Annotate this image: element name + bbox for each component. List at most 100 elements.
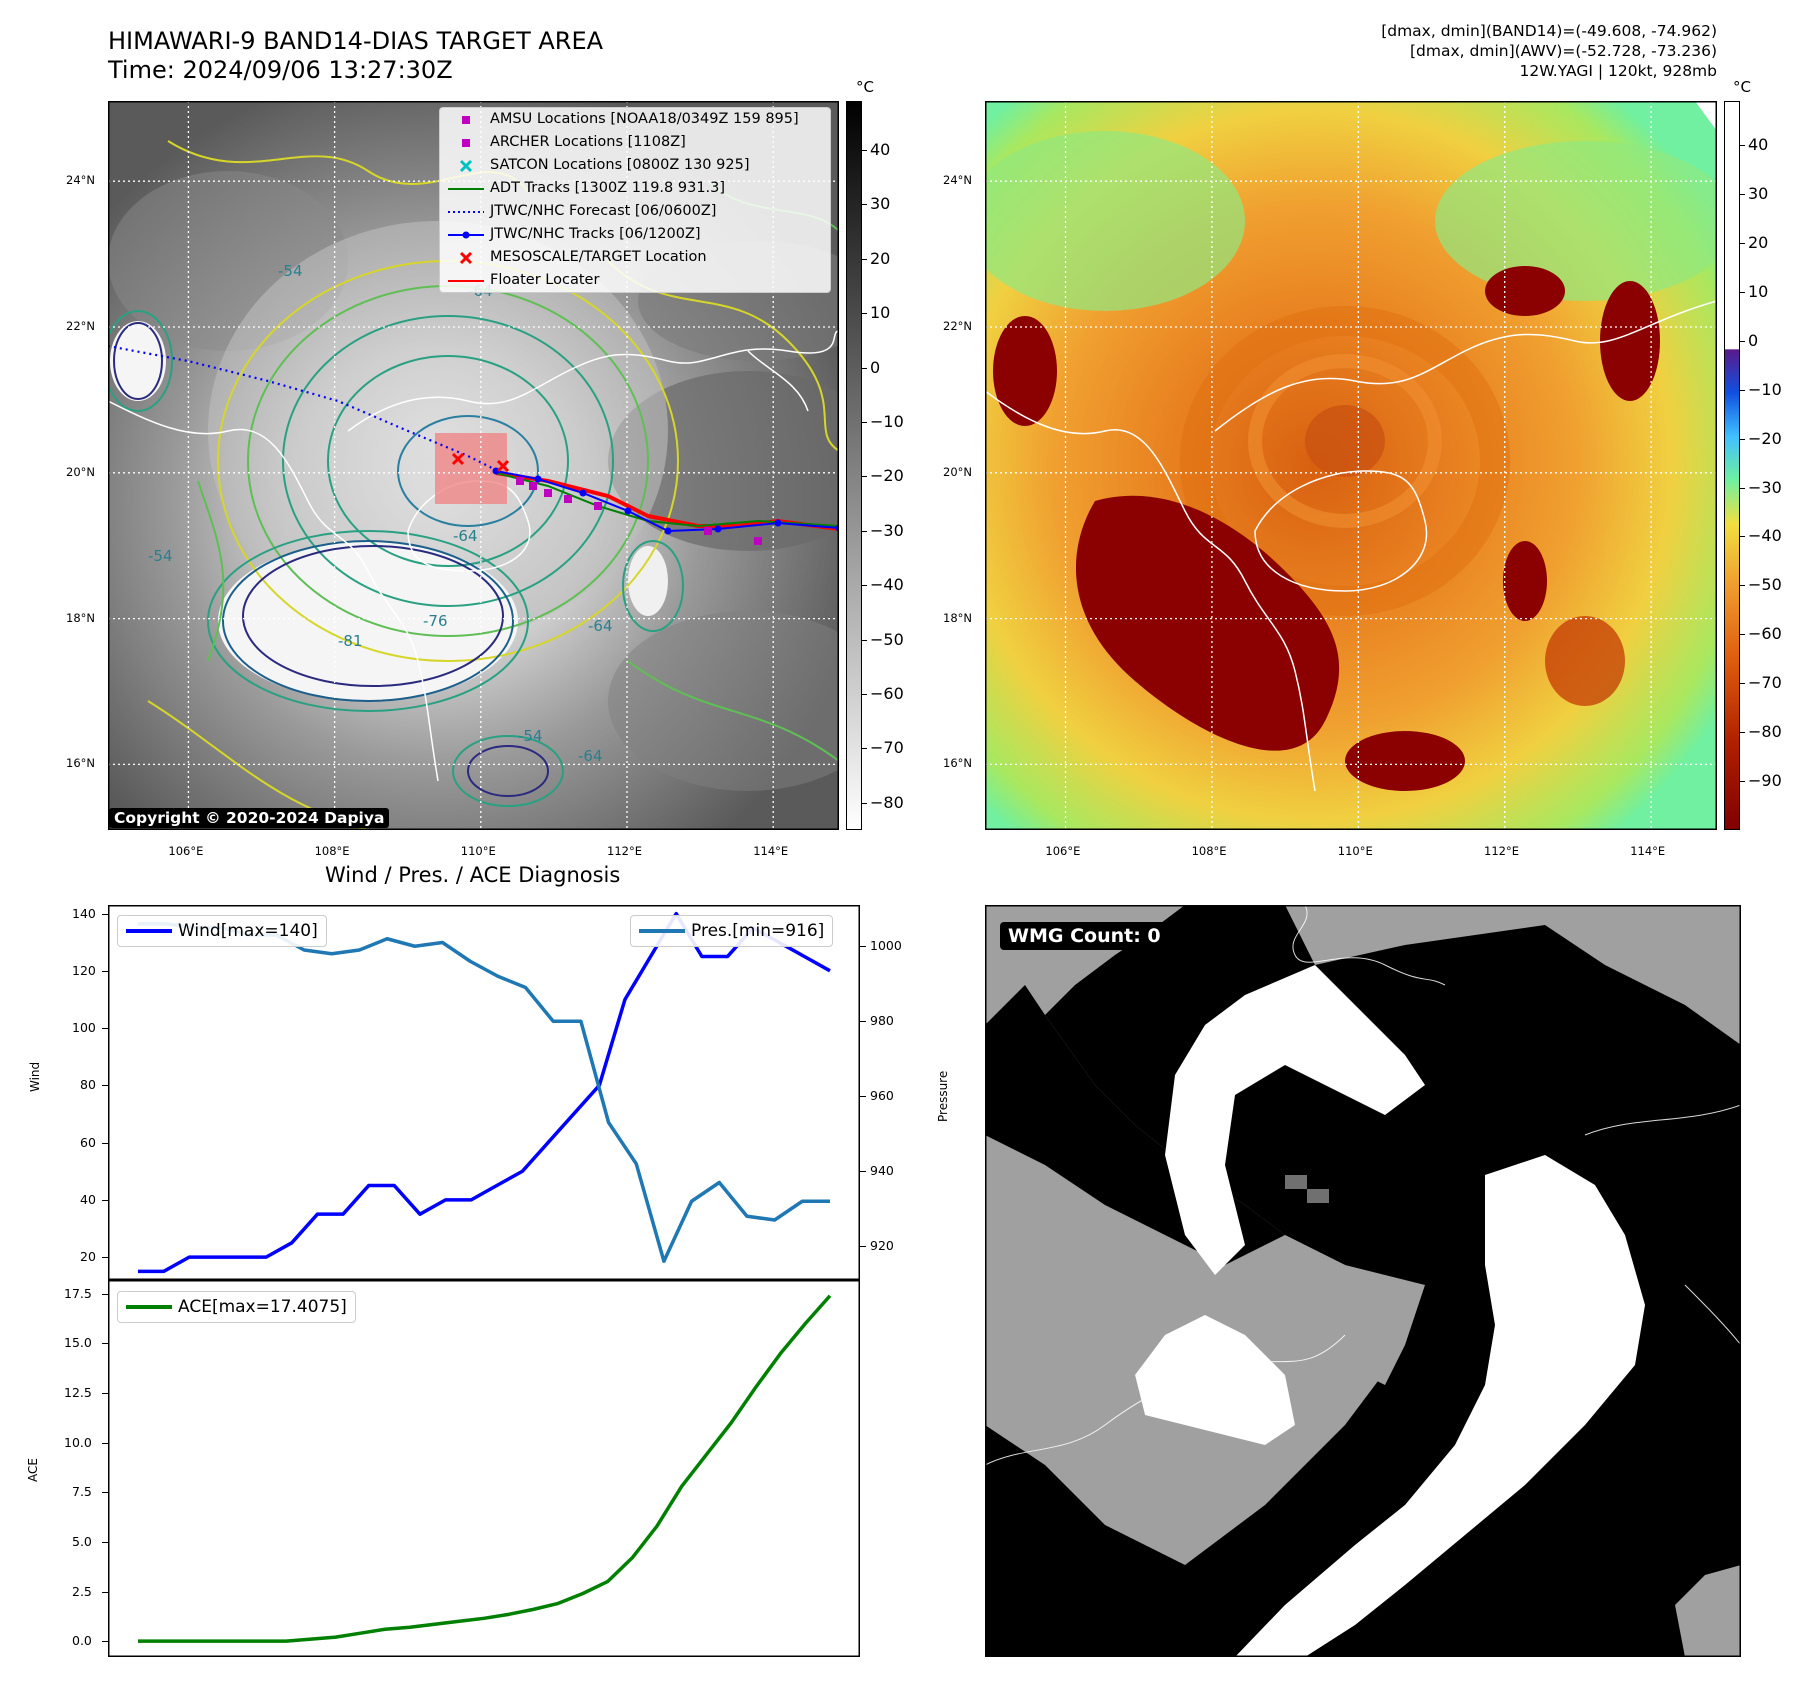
colorbar-tick-label: 20	[1748, 232, 1769, 252]
lat-tick-label: 22°N	[943, 318, 972, 333]
y-tick-mark	[102, 1541, 108, 1543]
lon-tick-label: 106°E	[1045, 844, 1081, 858]
y-tick-mark	[102, 1641, 108, 1643]
map-frame	[108, 101, 839, 830]
colorbar-tick-label: −50	[1748, 575, 1782, 595]
colorbar-tick-label: 10	[870, 303, 891, 323]
lon-tick-label: 114°E	[753, 844, 789, 858]
lon-tick-label: 108°E	[314, 844, 350, 858]
colorbar-tick-label: −40	[870, 575, 904, 595]
figure-title-line1: HIMAWARI-9 BAND14-DIAS TARGET AREA	[108, 27, 604, 55]
colorbar-tick-mark	[862, 585, 867, 587]
colorbar-tick-mark	[1740, 145, 1745, 147]
y-right-tick-mark	[860, 946, 866, 948]
colorbar-tick-label: −20	[1748, 428, 1782, 448]
lon-tick-label: 108°E	[1191, 844, 1227, 858]
contour-label: -76	[423, 612, 448, 630]
y-tick-mark	[102, 1492, 108, 1494]
legend-entry: ADT Tracks [1300Z 119.8 931.3]	[440, 177, 830, 200]
best-track-point	[774, 519, 782, 527]
y-tick-label: 7.5	[72, 1484, 92, 1500]
lat-tick-label: 24°N	[943, 173, 972, 188]
best-track-point	[534, 475, 542, 483]
best-track-point	[714, 525, 722, 533]
amsu-location	[544, 489, 552, 497]
colorbar-awv	[1724, 101, 1740, 830]
coastline	[1292, 905, 1446, 986]
colorbar2-unit: °C	[1733, 78, 1751, 96]
colorbar-tick-label: 0	[870, 357, 881, 377]
y-right-tick-mark	[860, 1171, 866, 1173]
legend-symbol	[462, 139, 470, 147]
best-track-point	[579, 489, 587, 497]
y-tick-mark	[102, 1199, 108, 1201]
y-tick-label: 140	[72, 905, 96, 921]
y-tick-label: 120	[72, 962, 96, 978]
coastline	[108, 400, 439, 782]
target-location-marker	[451, 452, 465, 466]
colorbar-tick-mark	[1740, 438, 1745, 440]
colorbar-tick-label: −90	[1748, 771, 1782, 791]
legend-entry: SATCON Locations [0800Z 130 925]	[440, 154, 830, 177]
best-track-point	[624, 507, 632, 515]
legend-entry: MESOSCALE/TARGET Location	[440, 246, 830, 269]
info-line2: [dmax, dmin](AWV)=(-52.728, -73.236)	[1410, 42, 1717, 60]
y-tick-mark	[102, 1142, 108, 1144]
figure-title-line2: Time: 2024/09/06 13:27:30Z	[108, 56, 453, 84]
y-tick-label: 5.0	[72, 1533, 92, 1549]
y-right-tick-mark	[860, 1096, 866, 1098]
wind-pressure-chart	[108, 905, 860, 1280]
y-right-tick-mark	[860, 1246, 866, 1248]
colorbar-tick-mark	[1740, 487, 1745, 489]
colorbar-tick-label: 30	[870, 194, 891, 214]
colorbar-tick-label: −60	[1748, 624, 1782, 644]
legend-symbol	[448, 211, 484, 213]
info-line3: 12W.YAGI | 120kt, 928mb	[1519, 62, 1717, 80]
amsu-location	[516, 477, 524, 485]
chart-frame	[108, 1280, 860, 1657]
colorbar-tick-label: −70	[1748, 673, 1782, 693]
y-tick-label: 60	[80, 1134, 96, 1150]
colorbar-tick-mark	[1740, 242, 1745, 244]
contour-label: -64	[588, 617, 613, 635]
legend-symbol	[459, 159, 473, 173]
y-tick-mark	[102, 1028, 108, 1030]
amsu-location	[704, 527, 712, 535]
colorbar-tick-label: 40	[870, 139, 891, 159]
chart-title: Wind / Pres. / ACE Diagnosis	[325, 863, 621, 887]
lat-tick-label: 22°N	[66, 318, 95, 333]
wmg-panel	[985, 905, 1741, 1657]
colorbar-tick-mark	[1740, 683, 1745, 685]
legend-entry: JTWC/NHC Forecast [06/0600Z]	[440, 200, 830, 223]
y-tick-mark	[102, 1442, 108, 1444]
colorbar-tick-mark	[862, 421, 867, 423]
colorbar-tick-label: 40	[1748, 135, 1769, 155]
colorbar-tick-mark	[862, 802, 867, 804]
legend-label: ARCHER Locations [1108Z]	[490, 134, 686, 150]
map-frame	[985, 101, 1717, 830]
contour-label: -54	[148, 547, 173, 565]
best-track	[495, 470, 839, 533]
colorbar-tick-mark	[862, 748, 867, 750]
colorbar-tick-label: −40	[1748, 526, 1782, 546]
legend-label: JTWC/NHC Tracks [06/1200Z]	[490, 226, 701, 242]
legend-label: ADT Tracks [1300Z 119.8 931.3]	[490, 180, 726, 196]
colorbar-tick-label: 10	[1748, 281, 1769, 301]
legend-label: JTWC/NHC Forecast [06/0600Z]	[490, 203, 717, 219]
y-right-tick-label: 960	[870, 1088, 894, 1104]
colorbar-tick-mark	[862, 313, 867, 315]
colorbar-tick-label: −70	[870, 738, 904, 758]
colorbar-tick-label: −80	[1748, 722, 1782, 742]
colorbar-tick-label: −60	[870, 683, 904, 703]
colorbar-tick-label: −10	[870, 411, 904, 431]
ace-axis-label: ACE	[26, 1458, 40, 1482]
colorbar-tick-mark	[862, 693, 867, 695]
copyright-label: Copyright © 2020-2024 Dapiya	[109, 808, 390, 828]
y-right-tick-mark	[860, 1021, 866, 1023]
colorbar-tick-label: −20	[870, 466, 904, 486]
legend-entry: JTWC/NHC Tracks [06/1200Z]	[440, 223, 830, 246]
awv-map-panel	[985, 101, 1717, 830]
lon-tick-label: 110°E	[460, 844, 496, 858]
y-right-tick-label: 940	[870, 1163, 894, 1179]
lat-tick-label: 18°N	[943, 610, 972, 625]
